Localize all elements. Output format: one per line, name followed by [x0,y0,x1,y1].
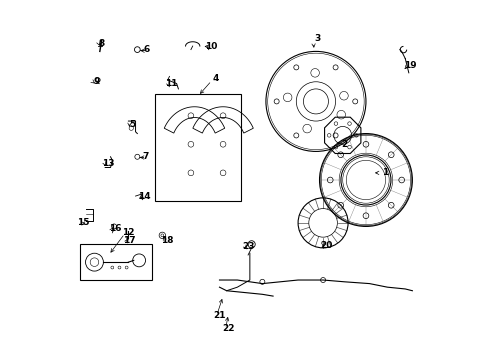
Circle shape [259,279,264,284]
Text: 8: 8 [98,39,104,48]
Text: 3: 3 [314,35,320,44]
Text: 19: 19 [404,61,416,70]
Text: 4: 4 [212,74,219,83]
Text: 21: 21 [213,311,225,320]
Text: 23: 23 [242,242,254,251]
Text: 2: 2 [341,140,347,149]
Text: 12: 12 [122,228,134,237]
Text: 15: 15 [77,219,90,228]
Text: 7: 7 [142,152,148,161]
Text: 5: 5 [128,120,135,129]
Text: 20: 20 [319,240,331,249]
Text: 17: 17 [123,236,136,245]
Text: 14: 14 [138,192,150,201]
Text: 9: 9 [93,77,99,86]
Text: 18: 18 [161,235,174,244]
Circle shape [320,278,325,283]
Text: 1: 1 [382,168,388,177]
Text: 6: 6 [143,45,149,54]
Text: 16: 16 [109,224,121,233]
Text: 10: 10 [205,41,217,50]
Text: 22: 22 [222,324,234,333]
Text: 13: 13 [102,159,114,168]
Text: 11: 11 [164,79,177,88]
